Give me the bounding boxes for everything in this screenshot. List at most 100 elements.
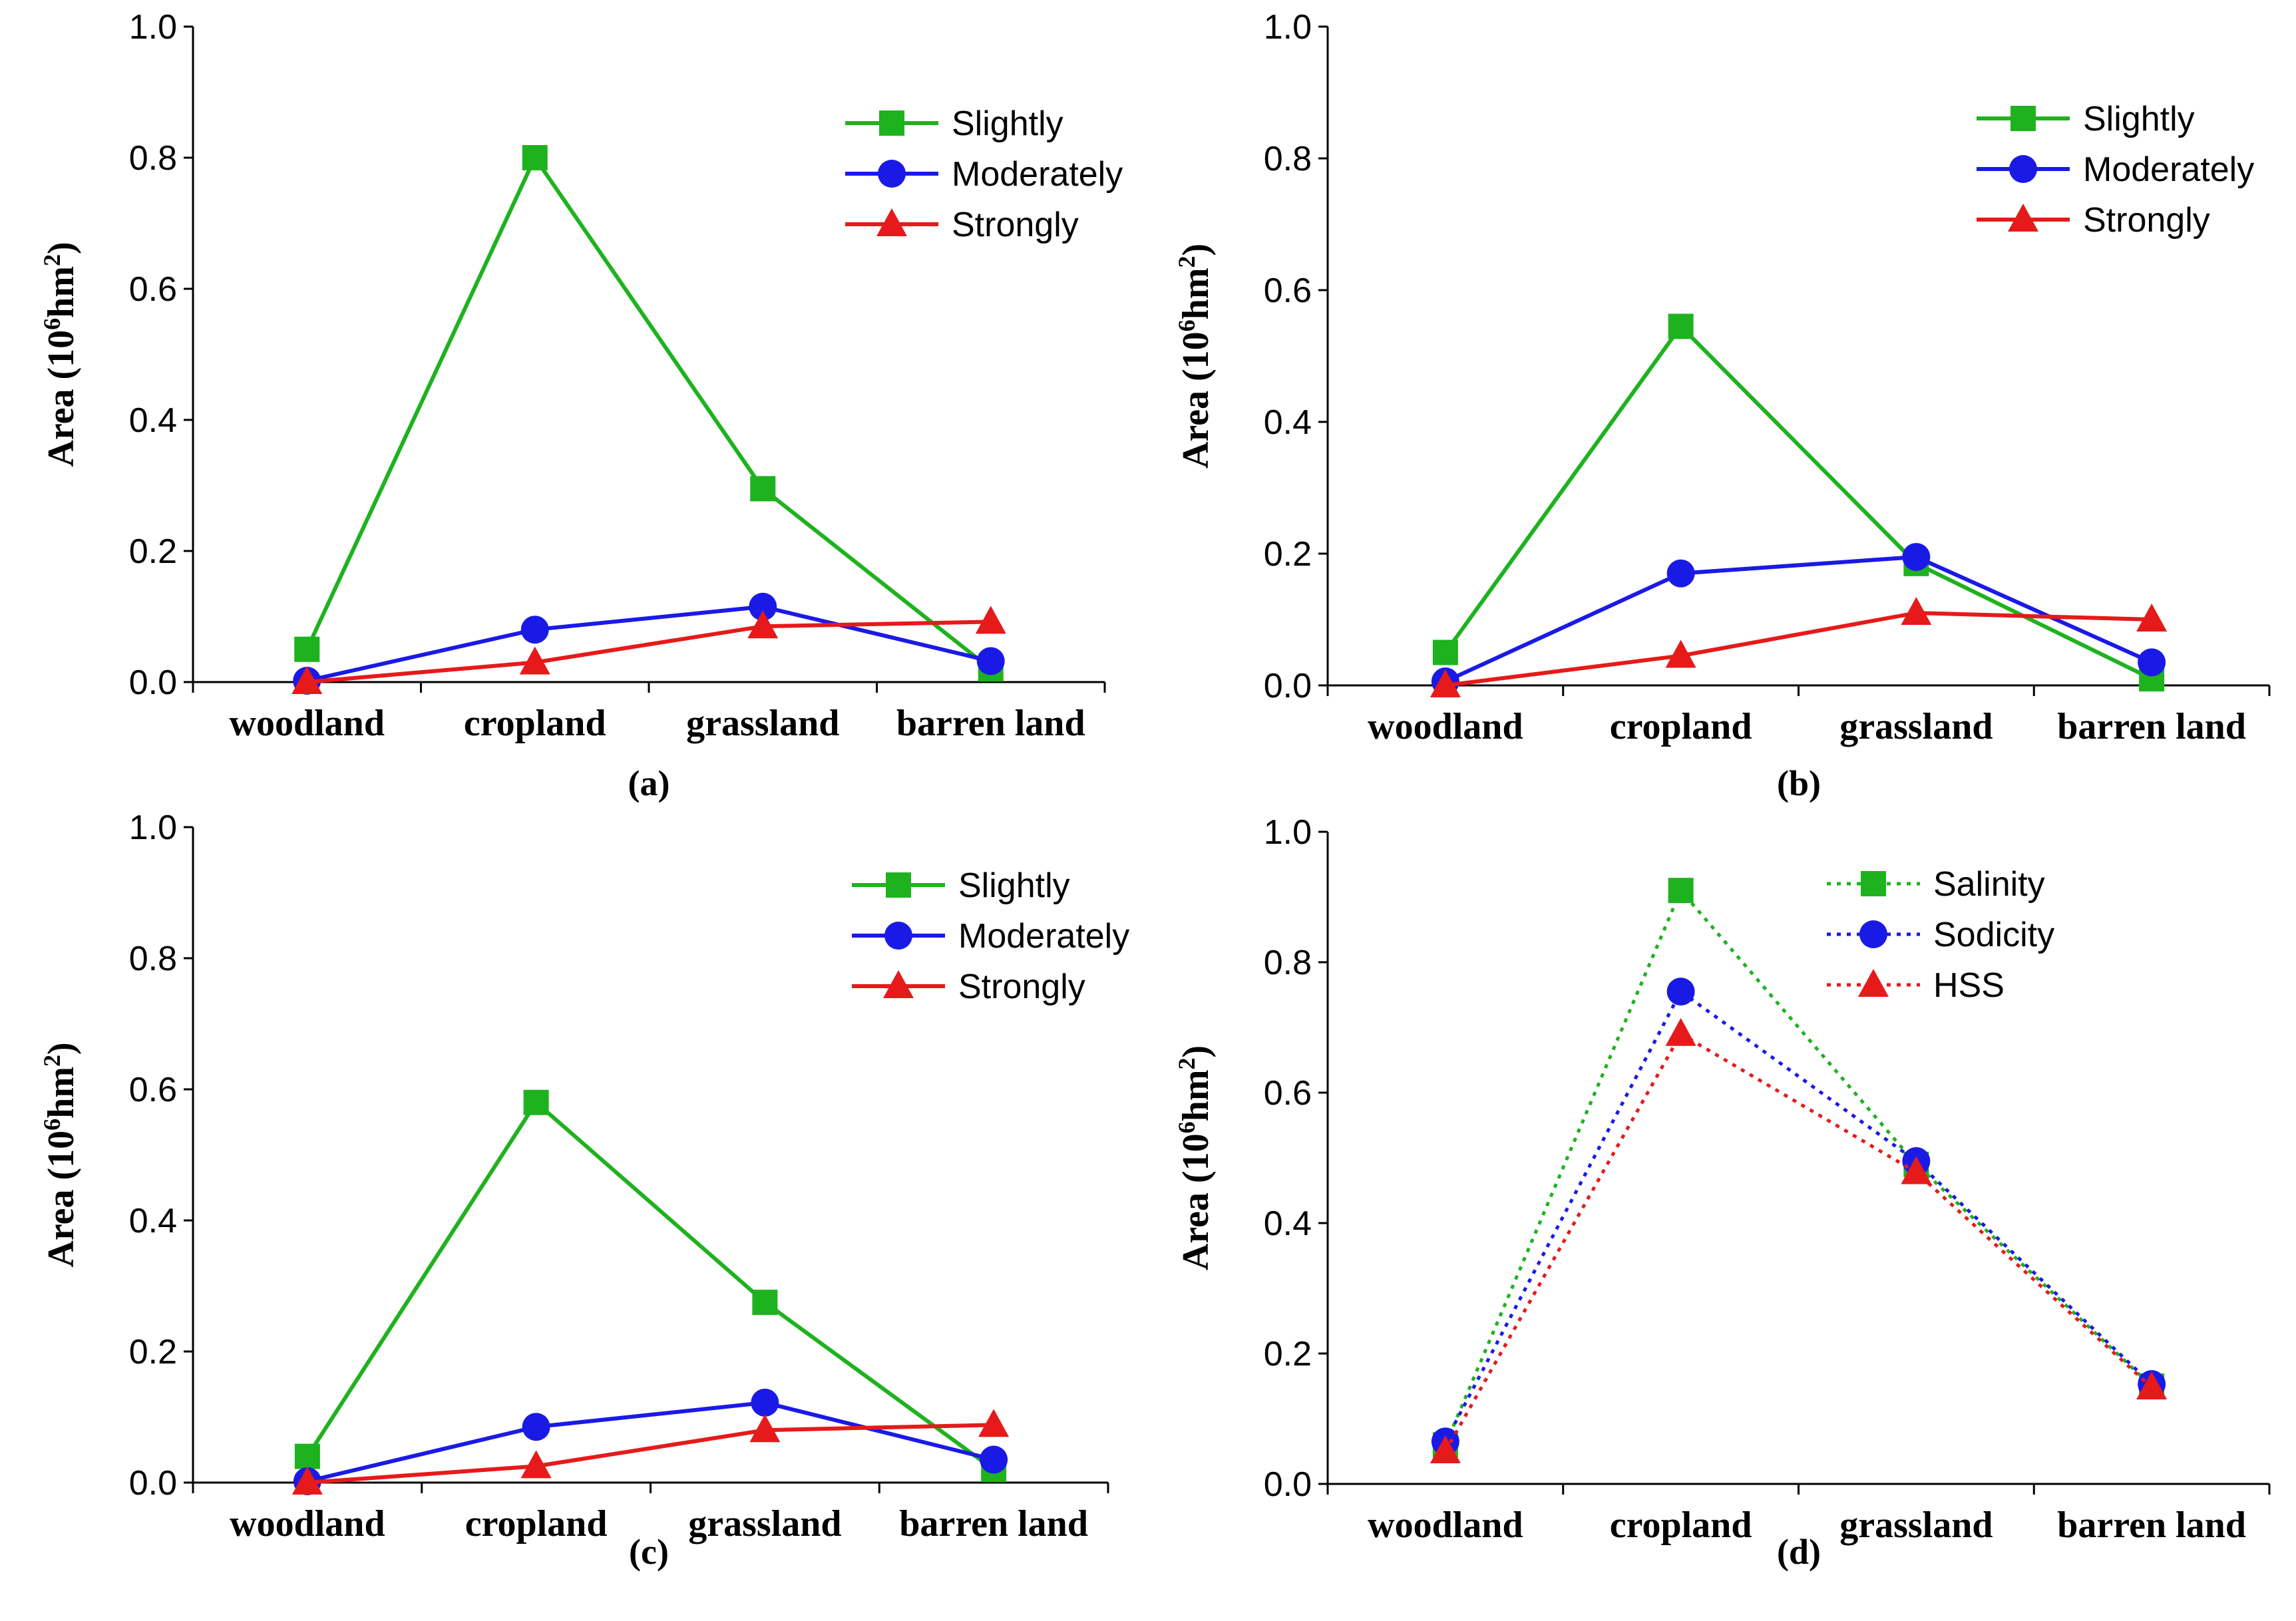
- y-tick-label: 0.8: [129, 139, 177, 178]
- legend-marker-slightly: [2010, 106, 2036, 131]
- y-tick-label: 0.2: [129, 1333, 177, 1371]
- y-tick-label: 1.0: [129, 8, 177, 47]
- y-axis-label: Area (106hm2): [1173, 1045, 1217, 1270]
- data-point-strongly: [747, 610, 779, 639]
- data-point-slightly: [1432, 639, 1458, 665]
- y-tick-label: 0.8: [1264, 140, 1312, 178]
- y-tick-label: 0.0: [129, 1464, 177, 1503]
- x-tick-label: cropland: [1610, 706, 1752, 747]
- data-point-strongly: [749, 1414, 781, 1443]
- legend-label-strongly: Strongly: [2083, 201, 2210, 240]
- legend-marker-moderately: [2009, 155, 2037, 183]
- series-line-moderately: [306, 604, 992, 683]
- y-tick-label: 0.4: [129, 401, 177, 440]
- chart-panel-a: 0.0 0.2 0.4 0.6 0.8 1.0 woodland cropland grassl…: [39, 8, 1123, 803]
- series-line-strongly: [306, 620, 991, 684]
- y-tick-label: 0.4: [1264, 403, 1312, 442]
- legend-marker-moderately: [878, 160, 906, 188]
- data-point-slightly: [752, 1290, 778, 1316]
- data-point-moderately: [520, 616, 549, 644]
- x-tick-label: barren land: [899, 1503, 1088, 1544]
- data-point-strongly: [978, 1409, 1010, 1437]
- x-tick-label: woodland: [230, 703, 385, 744]
- legend-marker-strongly: [876, 208, 907, 236]
- data-point-strongly: [1901, 597, 1932, 626]
- legend-label-moderately: Moderately: [958, 917, 1129, 956]
- legend-marker-slightly: [886, 872, 911, 898]
- data-point-strongly: [975, 606, 1006, 634]
- x-tick-label: barren land: [896, 703, 1085, 744]
- data-point-strongly: [291, 666, 323, 694]
- legend-marker-moderately: [884, 922, 912, 950]
- panel-label: (c): [629, 1532, 669, 1572]
- series-line-moderately: [1444, 554, 2153, 683]
- x-tick-label: woodland: [230, 1503, 385, 1544]
- x-tick-label: grassland: [686, 703, 839, 744]
- data-point-hss: [2136, 1371, 2168, 1399]
- x-tick-label: woodland: [1368, 1505, 1523, 1546]
- y-tick-label: 0.6: [1264, 271, 1312, 310]
- y-axis-label: Area (106hm2): [1173, 244, 1217, 468]
- y-tick-label: 0.8: [1264, 944, 1312, 982]
- chart-panel-b: 0.0 0.2 0.4 0.6 0.8 1.0 woodland cropland grassl…: [1173, 8, 2271, 803]
- series-line-strongly: [1445, 611, 2152, 687]
- series-line-slightly: [305, 153, 992, 671]
- data-point-strongly: [1665, 639, 1696, 668]
- data-point-strongly: [519, 646, 550, 675]
- data-point-hss: [1430, 1435, 1461, 1463]
- legend-marker-sodicity: [1859, 920, 1887, 948]
- series-line-moderately: [307, 1400, 994, 1483]
- y-tick-label: 0.2: [129, 532, 177, 571]
- data-point-moderately: [1666, 559, 1695, 588]
- chart-panel-c: 0.0 0.2 0.4 0.6 0.8 1.0 woodland cropland grassl…: [39, 809, 1129, 1572]
- data-point-slightly: [522, 145, 548, 170]
- data-point-strongly: [2136, 604, 2168, 631]
- y-tick-label: 0.2: [1264, 1335, 1312, 1373]
- y-tick-label: 0.0: [1264, 1465, 1312, 1504]
- panel-label: (b): [1777, 763, 1821, 803]
- y-axis-label: Area (106hm2): [39, 242, 82, 466]
- legend-label-moderately: Moderately: [952, 155, 1123, 194]
- data-point-strongly: [1430, 669, 1461, 697]
- series-line-slightly: [1443, 323, 2153, 681]
- y-tick-label: 0.4: [1264, 1204, 1312, 1243]
- data-point-moderately: [522, 1413, 550, 1441]
- data-point-moderately: [1902, 542, 1931, 571]
- legend-label-slightly: Slightly: [2083, 100, 2195, 138]
- data-point-slightly: [294, 636, 320, 662]
- data-point-moderately: [749, 592, 777, 621]
- data-point-moderately: [751, 1388, 779, 1417]
- series-line-salinity: [1443, 887, 2153, 1446]
- legend-label-strongly: Strongly: [958, 968, 1085, 1006]
- legend-label-moderately: Moderately: [2083, 150, 2254, 189]
- legend-label-hss: HSS: [1933, 966, 2005, 1005]
- y-tick-label: 0.4: [129, 1202, 177, 1240]
- data-point-sodicity: [1666, 978, 1695, 1006]
- x-tick-label: grassland: [688, 1503, 841, 1544]
- series-line-strongly: [307, 1423, 994, 1485]
- legend-marker-hss: [1858, 969, 1889, 997]
- y-axis-label: Area (106hm2): [39, 1042, 82, 1267]
- data-point-slightly: [294, 1443, 320, 1469]
- data-point-moderately: [976, 647, 1005, 675]
- legend-label-sodicity: Sodicity: [1933, 916, 2054, 954]
- panel-label: (a): [628, 763, 670, 803]
- y-tick-label: 0.2: [1264, 535, 1312, 574]
- data-point-slightly: [750, 476, 776, 502]
- x-tick-label: barren land: [2057, 1505, 2246, 1546]
- x-tick-label: barren land: [2057, 706, 2246, 747]
- x-tick-label: grassland: [1839, 706, 1993, 747]
- x-tick-label: cropland: [465, 1503, 608, 1544]
- legend-label-slightly: Slightly: [958, 866, 1070, 905]
- legend-marker-salinity: [1861, 871, 1886, 896]
- x-tick-label: grassland: [1839, 1505, 1993, 1546]
- legend-label-strongly: Strongly: [952, 206, 1079, 244]
- y-tick-label: 1.0: [129, 809, 177, 847]
- legend-marker-strongly: [883, 970, 914, 998]
- data-point-moderately: [980, 1445, 1008, 1474]
- panel-label: (d): [1777, 1532, 1821, 1572]
- data-point-moderately: [2138, 648, 2166, 677]
- data-point-salinity: [1668, 878, 1694, 904]
- chart-panel-d: 0.0 0.2 0.4 0.6 0.8 1.0 woodland cropland grassl…: [1173, 813, 2271, 1572]
